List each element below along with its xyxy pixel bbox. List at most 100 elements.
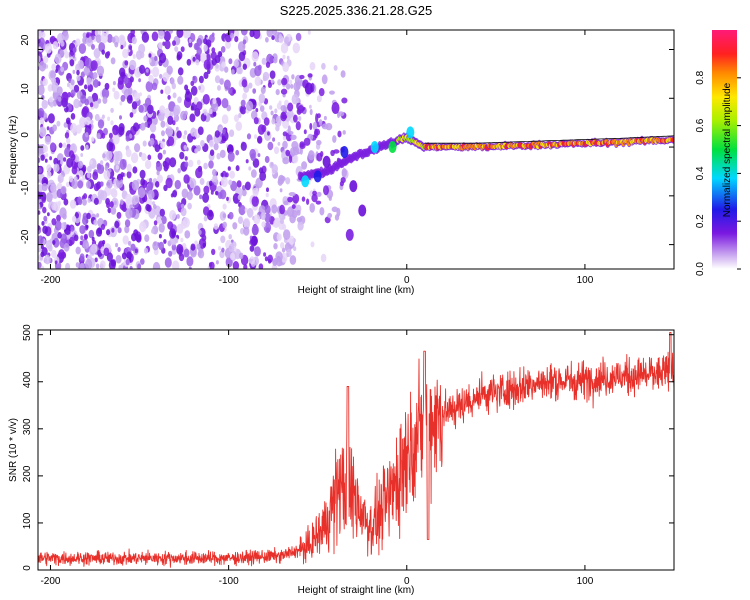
spectrogram-noise-blob	[179, 151, 185, 160]
spectrogram-noise-blob	[157, 174, 163, 184]
spectrogram-noise-blob	[301, 161, 308, 170]
spectrogram-noise-blob	[57, 96, 62, 102]
spectrogram-noise-blob	[190, 243, 196, 251]
spectrogram-noise-blob	[149, 137, 155, 146]
spectrogram-noise-blob	[298, 116, 302, 121]
spectrogram-noise-blob	[188, 38, 192, 44]
spectrogram-frame	[37, 29, 675, 270]
spectrogram-noise-blob	[115, 254, 122, 264]
spectrogram-noise-blob	[49, 96, 54, 103]
spectrogram-noise-blob	[291, 204, 296, 209]
spectrogram-noise-blob	[38, 55, 41, 63]
spectrogram-noise-blob	[60, 185, 67, 195]
spectrogram-noise-blob	[272, 30, 277, 36]
spectrogram-noise-blob	[323, 185, 329, 196]
spectrogram-noise-blob	[278, 100, 282, 105]
spectrogram-noise-blob	[263, 117, 270, 126]
spectrogram-noise-blob	[141, 153, 147, 162]
spectrogram-noise-blob	[259, 105, 265, 112]
spectrogram-noise-blob	[52, 240, 56, 245]
spectrogram-noise-blob	[280, 42, 289, 54]
spectrogram-noise-blob	[106, 51, 111, 57]
spectrogram-noise-blob	[227, 166, 231, 171]
spectrogram-noise-blob	[61, 91, 69, 103]
spectrogram-noise-blob	[328, 196, 332, 201]
spectrogram-ridge-line	[424, 135, 674, 144]
spectrogram-noise-blob	[210, 190, 214, 195]
spectrogram-noise-blob	[183, 248, 190, 258]
spectrogram-noise-blob	[85, 116, 91, 126]
spectrogram-noise-blob	[39, 117, 45, 124]
spectrogram-noise-blob	[237, 216, 244, 225]
spectrogram-noise-blob	[221, 98, 229, 109]
spectrogram-xtick-label: -100	[219, 275, 239, 286]
spectrogram-noise-blob	[163, 239, 167, 244]
spectrogram-noise-blob	[85, 132, 89, 138]
spectrogram-noise-blob	[70, 143, 76, 151]
spectrogram-noise-blob	[143, 115, 148, 122]
spectrogram-noise-blob	[69, 199, 77, 209]
spectrogram-noise-blob	[196, 159, 201, 166]
spectrogram-noise-blob	[212, 174, 218, 183]
spectrogram-noise-blob	[58, 249, 65, 260]
spectrogram-noise-blob	[235, 149, 240, 156]
spectrogram-noise-blob	[316, 191, 322, 197]
spectrogram-noise-blob	[252, 187, 259, 197]
spectrogram-noise-blob	[51, 77, 57, 85]
spectrogram-noise-blob	[155, 162, 163, 172]
spectrogram-noise-blob	[66, 157, 73, 168]
spectrogram-noise-blob	[163, 30, 171, 42]
spectrogram-noise-blob	[242, 63, 247, 70]
spectrogram-noise-blob	[321, 74, 328, 85]
spectrogram-noise-blob	[164, 85, 171, 95]
spectrogram-noise-blob	[85, 144, 89, 150]
spectrogram-noise-blob	[70, 79, 75, 86]
spectrogram-noise-blob	[251, 169, 257, 178]
spectrogram-noise-blob	[97, 189, 105, 200]
spectrogram-noise-blob	[232, 222, 238, 230]
spectrogram-noise-blob	[60, 159, 64, 165]
spectrogram-noise-blob	[232, 261, 240, 269]
spectrogram-noise-blob	[70, 226, 75, 232]
spectrogram-noise-blob	[86, 172, 91, 179]
spectrogram-noise-blob	[117, 227, 122, 234]
spectrogram-noise-blob	[103, 247, 110, 257]
spectrogram-noise-blob	[106, 229, 111, 236]
spectrogram-noise-blob	[141, 31, 150, 43]
spectrogram-noise-blob	[250, 153, 256, 162]
spectrogram-noise-blob	[59, 207, 67, 219]
spectrogram-noise-blob	[38, 61, 47, 72]
spectrogram-noise-blob	[292, 154, 299, 164]
spectrogram-noise-blob	[67, 82, 70, 88]
spectrogram-noise-blob	[93, 48, 101, 59]
spectrogram-noise-blob	[60, 233, 67, 244]
spectrogram-noise-blob	[131, 179, 140, 191]
spectrogram-noise-blob	[69, 236, 75, 245]
spectrogram-noise-blob	[82, 240, 89, 250]
spectrogram-ytick-label: -20	[20, 229, 31, 244]
spectrogram-noise-blob	[159, 208, 165, 217]
spectrogram-noise-blob	[245, 159, 249, 164]
spectrogram-noise-blob	[176, 223, 184, 234]
spectrogram-ridge-core	[671, 137, 674, 143]
spectrogram-noise-blob	[279, 175, 286, 182]
spectrogram-noise-blob	[241, 188, 247, 197]
spectrogram-noise-blob	[152, 66, 160, 78]
spectrogram-noise-blob	[202, 192, 210, 203]
spectrogram-noise-blob	[100, 223, 106, 230]
spectrogram-noise-blob	[107, 207, 112, 214]
spectrogram-noise-blob	[41, 247, 48, 256]
spectrogram-noise-blob	[125, 208, 133, 219]
spectrogram-noise-blob	[265, 37, 269, 43]
spectrogram-noise-blob	[115, 165, 120, 170]
spectrogram-noise-blob	[267, 254, 274, 263]
spectrogram-noise-blob	[207, 68, 211, 75]
spectrogram-noise-blob	[237, 194, 242, 200]
spectrogram-noise-blob	[186, 58, 192, 66]
spectrogram-noise-blob	[188, 159, 194, 168]
spectrogram-noise-blob	[230, 32, 234, 39]
spectrogram-noise-blob	[54, 53, 62, 64]
spectrogram-noise-blob	[52, 41, 59, 50]
snr-ytick-label: 200	[22, 465, 33, 482]
